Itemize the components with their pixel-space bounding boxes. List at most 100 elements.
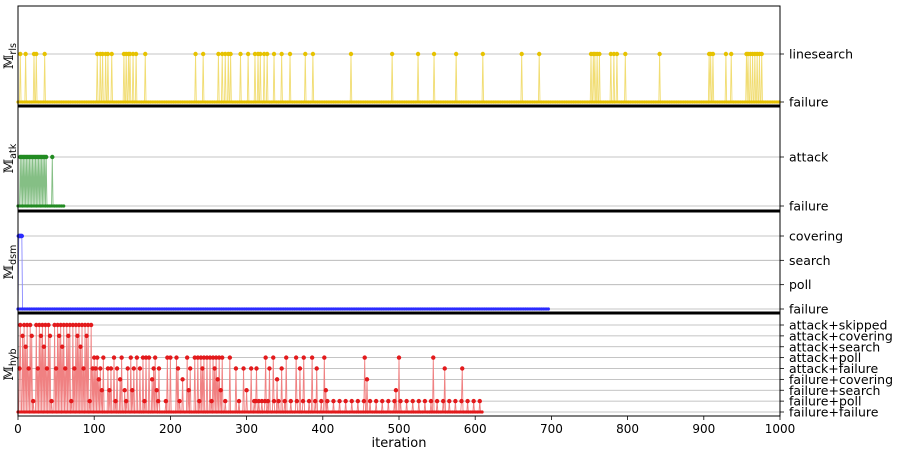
data-point <box>386 398 391 404</box>
data-point <box>533 307 537 311</box>
data-point <box>174 410 178 414</box>
data-point <box>327 410 331 414</box>
data-point <box>494 307 498 311</box>
data-point <box>251 410 256 414</box>
data-point <box>450 100 454 104</box>
data-point <box>55 204 59 208</box>
data-point <box>146 355 152 360</box>
data-point <box>114 366 120 371</box>
data-point <box>233 307 237 311</box>
data-point <box>542 307 546 311</box>
data-point <box>228 410 233 414</box>
data-point <box>405 307 409 311</box>
data-point <box>631 100 635 104</box>
data-point <box>249 307 253 311</box>
data-point <box>188 366 193 371</box>
data-point <box>338 100 342 104</box>
data-point <box>293 307 297 311</box>
data-point <box>216 355 222 360</box>
data-point <box>220 355 225 360</box>
state-label-dsm: search <box>789 253 831 268</box>
data-point <box>50 307 54 311</box>
data-point <box>349 398 354 404</box>
data-point <box>551 100 555 104</box>
data-point <box>171 410 176 414</box>
data-point <box>393 307 397 311</box>
data-point <box>49 398 54 404</box>
data-point <box>235 100 240 104</box>
data-point <box>67 322 73 328</box>
data-point <box>139 307 144 311</box>
data-point <box>299 100 304 104</box>
data-point <box>505 100 509 104</box>
state-label-hyb: failure+search <box>789 383 880 398</box>
data-point <box>533 100 537 104</box>
data-point <box>264 51 270 57</box>
data-point <box>379 307 384 311</box>
data-point <box>238 51 243 57</box>
data-point <box>352 307 356 311</box>
data-point <box>52 322 57 328</box>
data-point <box>393 388 399 393</box>
series-line-atk <box>18 156 64 207</box>
data-point <box>48 204 52 208</box>
data-point <box>422 398 428 404</box>
data-point <box>501 307 505 311</box>
data-point <box>20 333 25 339</box>
data-point <box>79 322 85 328</box>
data-point <box>471 100 475 104</box>
data-point <box>242 100 246 104</box>
data-point <box>416 398 422 404</box>
data-point <box>592 100 596 104</box>
panel-label-dsm: 𝕄dsm <box>2 245 19 280</box>
data-point <box>336 100 340 104</box>
data-point <box>610 100 614 104</box>
data-point <box>89 307 93 311</box>
data-point <box>411 307 416 311</box>
data-point <box>209 398 214 404</box>
data-point <box>478 100 482 104</box>
data-point <box>713 100 717 104</box>
data-point <box>254 307 258 311</box>
data-point <box>158 100 162 104</box>
data-point <box>263 307 267 311</box>
data-point <box>337 398 342 404</box>
data-point <box>52 307 57 311</box>
panel-hyb: failure+failurefailure+pollfailure+searc… <box>2 312 893 420</box>
data-point <box>409 100 413 104</box>
data-point <box>80 100 84 104</box>
x-axis-label: iteration <box>372 436 427 449</box>
data-point <box>56 333 62 339</box>
data-point <box>107 100 112 104</box>
data-point <box>143 51 148 57</box>
data-point <box>123 307 128 311</box>
data-point <box>64 307 68 311</box>
data-point <box>466 100 470 104</box>
data-point <box>198 355 204 360</box>
data-point <box>152 355 158 360</box>
data-point <box>464 307 468 311</box>
data-point <box>146 307 150 311</box>
data-point <box>301 355 306 360</box>
x-tick-label: 300 <box>235 422 258 436</box>
data-point <box>20 100 25 104</box>
data-point <box>519 51 524 57</box>
data-point <box>286 410 290 414</box>
data-point <box>132 307 137 311</box>
data-point <box>453 410 457 414</box>
data-point <box>34 307 38 311</box>
data-point <box>59 100 64 104</box>
data-point <box>20 204 25 208</box>
data-point <box>722 100 726 104</box>
data-point <box>319 398 324 404</box>
data-point <box>718 100 722 104</box>
data-point <box>453 307 457 311</box>
data-point <box>421 307 425 311</box>
data-point <box>373 410 377 414</box>
data-point <box>59 410 64 414</box>
data-point <box>313 100 317 104</box>
data-point <box>177 398 182 404</box>
data-point <box>240 307 244 311</box>
data-point <box>379 410 384 414</box>
data-point <box>25 204 29 208</box>
